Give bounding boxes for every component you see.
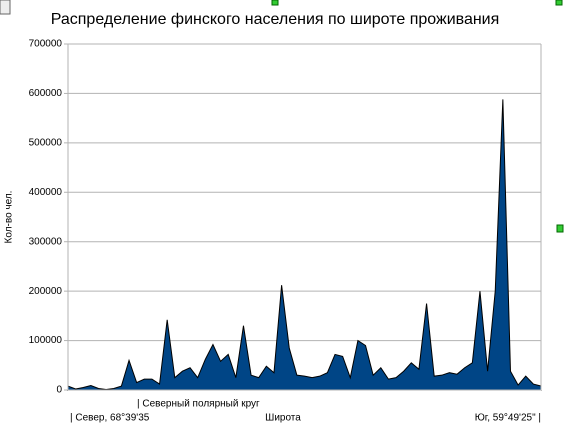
x-axis-title: Широта xyxy=(265,413,301,424)
y-tick-label: 400000 xyxy=(29,187,63,198)
y-tick-label: 200000 xyxy=(29,286,63,297)
y-tick-label: 700000 xyxy=(29,39,63,50)
corner-icon xyxy=(0,0,11,15)
handle xyxy=(556,224,564,233)
y-tick-label: 300000 xyxy=(29,236,63,247)
y-axis-title: Кол-во чел. xyxy=(4,191,15,244)
y-tick-label: 100000 xyxy=(29,335,63,346)
chart-title: Распределение финского населения по широ… xyxy=(51,11,500,28)
area xyxy=(67,99,542,391)
y-tick-label: 500000 xyxy=(29,137,63,148)
annotation: | Северный полярный круг xyxy=(137,399,260,410)
y-tick-label: 600000 xyxy=(29,88,63,99)
y-tick-label: 0 xyxy=(56,385,62,396)
handle xyxy=(271,0,279,6)
annotation: Юг, 59°49'25" | xyxy=(475,413,541,424)
handle xyxy=(555,0,563,6)
annotation: | Север, 68°39'35 xyxy=(70,413,150,424)
